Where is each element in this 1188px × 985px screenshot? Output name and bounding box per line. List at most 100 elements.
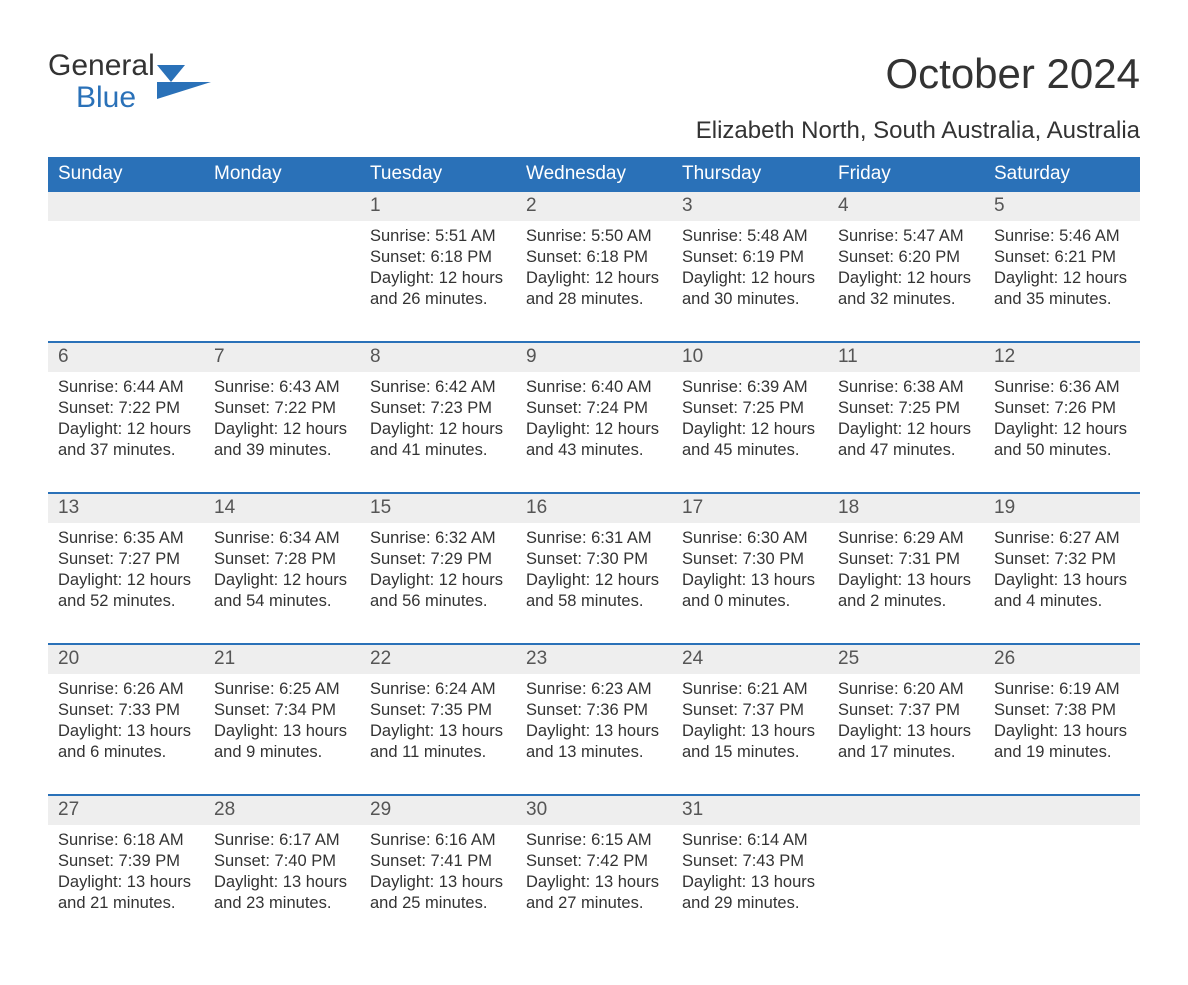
sunrise-value: 6:14 AM	[747, 831, 808, 849]
day-cell: Sunrise: 6:42 AMSunset: 7:23 PMDaylight:…	[360, 372, 516, 492]
daylight-value: 12 hours and 54 minutes.	[214, 571, 347, 610]
daylight-line: Daylight: 12 hours and 56 minutes.	[370, 570, 506, 612]
sunrise-value: 5:47 AM	[903, 227, 964, 245]
location-subtitle: Elizabeth North, South Australia, Austra…	[48, 117, 1140, 145]
day-cell: Sunrise: 5:51 AMSunset: 6:18 PMDaylight:…	[360, 221, 516, 341]
sunset-value: 7:30 PM	[587, 550, 648, 568]
sunset-line: Sunset: 7:22 PM	[58, 398, 194, 419]
sunrise-value: 6:34 AM	[279, 529, 340, 547]
day-cell	[204, 221, 360, 341]
daylight-value: 13 hours and 17 minutes.	[838, 722, 971, 761]
sunrise-value: 6:32 AM	[435, 529, 496, 547]
daylight-value: 13 hours and 19 minutes.	[994, 722, 1127, 761]
sunrise-value: 6:26 AM	[123, 680, 184, 698]
sunrise-value: 6:23 AM	[591, 680, 652, 698]
day-number: 5	[984, 192, 1140, 221]
daylight-value: 12 hours and 58 minutes.	[526, 571, 659, 610]
daybody-row: Sunrise: 6:18 AMSunset: 7:39 PMDaylight:…	[48, 825, 1140, 945]
sunrise-line: Sunrise: 6:35 AM	[58, 528, 194, 549]
day-number: 21	[204, 645, 360, 674]
sunrise-value: 6:20 AM	[903, 680, 964, 698]
day-cell: Sunrise: 6:32 AMSunset: 7:29 PMDaylight:…	[360, 523, 516, 643]
daylight-line: Daylight: 13 hours and 17 minutes.	[838, 721, 974, 763]
dayname-cell: Wednesday	[516, 157, 672, 192]
sunrise-line: Sunrise: 6:43 AM	[214, 377, 350, 398]
sunset-value: 7:35 PM	[431, 701, 492, 719]
daynum-row: 20212223242526	[48, 645, 1140, 674]
sunrise-value: 6:35 AM	[123, 529, 184, 547]
brand-line1: General	[48, 49, 155, 82]
daylight-value: 12 hours and 28 minutes.	[526, 269, 659, 308]
brand-line2: Blue	[76, 81, 136, 114]
daylight-line: Daylight: 13 hours and 4 minutes.	[994, 570, 1130, 612]
day-number: 18	[828, 494, 984, 523]
daylight-value: 12 hours and 43 minutes.	[526, 420, 659, 459]
calendar-header-row: SundayMondayTuesdayWednesdayThursdayFrid…	[48, 157, 1140, 192]
daylight-line: Daylight: 12 hours and 39 minutes.	[214, 419, 350, 461]
sunrise-line: Sunrise: 6:38 AM	[838, 377, 974, 398]
sunset-line: Sunset: 6:20 PM	[838, 247, 974, 268]
day-cell: Sunrise: 6:27 AMSunset: 7:32 PMDaylight:…	[984, 523, 1140, 643]
day-number: 25	[828, 645, 984, 674]
sunset-value: 7:36 PM	[587, 701, 648, 719]
sunrise-line: Sunrise: 6:40 AM	[526, 377, 662, 398]
sunrise-value: 6:36 AM	[1059, 378, 1120, 396]
daylight-line: Daylight: 12 hours and 50 minutes.	[994, 419, 1130, 461]
daybody-row: Sunrise: 6:44 AMSunset: 7:22 PM Daylight:…	[48, 372, 1140, 492]
day-cell: Sunrise: 6:44 AMSunset: 7:22 PMDaylight:…	[48, 372, 204, 492]
sunset-line: Sunset: 7:28 PM	[214, 549, 350, 570]
day-number: 6	[48, 343, 204, 372]
daylight-value: 12 hours and 39 minutes.	[214, 420, 347, 459]
sunset-value: 6:19 PM	[743, 248, 804, 266]
daylight-value: 12 hours and 35 minutes.	[994, 269, 1127, 308]
daylight-line: Daylight: 12 hours and 47 minutes.	[838, 419, 974, 461]
sunrise-value: 5:51 AM	[435, 227, 496, 245]
day-number: 13	[48, 494, 204, 523]
sunset-line: Sunset: 7:40 PM	[214, 851, 350, 872]
day-number	[204, 192, 360, 221]
sunset-line: Sunset: 7:38 PM	[994, 700, 1130, 721]
day-cell: Sunrise: 6:25 AMSunset: 7:34 PMDaylight:…	[204, 674, 360, 794]
sunset-value: 7:32 PM	[1055, 550, 1116, 568]
daylight-value: 13 hours and 9 minutes.	[214, 722, 347, 761]
calendar-body: 12345Sunrise: 5:51 AMSunset: 6:18 PMDayl…	[48, 192, 1140, 945]
calendar: SundayMondayTuesdayWednesdayThursdayFrid…	[48, 157, 1140, 945]
daylight-line: Daylight: 12 hours and 30 minutes.	[682, 268, 818, 310]
sunrise-line: Sunrise: 6:44 AM	[58, 377, 194, 398]
sunrise-line: Sunrise: 6:29 AM	[838, 528, 974, 549]
day-cell: Sunrise: 6:38 AMSunset: 7:25 PMDaylight:…	[828, 372, 984, 492]
sunset-value: 7:42 PM	[587, 852, 648, 870]
header-row: General Blue October 2024	[48, 50, 1140, 113]
sunrise-line: Sunrise: 6:21 AM	[682, 679, 818, 700]
day-number: 1	[360, 192, 516, 221]
daylight-value: 12 hours and 56 minutes.	[370, 571, 503, 610]
sunrise-line: Sunrise: 6:26 AM	[58, 679, 194, 700]
sunrise-line: Sunrise: 6:42 AM	[370, 377, 506, 398]
day-cell: Sunrise: 6:15 AMSunset: 7:42 PMDaylight:…	[516, 825, 672, 945]
sunrise-value: 6:18 AM	[123, 831, 184, 849]
daylight-value: 13 hours and 23 minutes.	[214, 873, 347, 912]
day-number: 31	[672, 796, 828, 825]
sunset-line: Sunset: 6:18 PM	[370, 247, 506, 268]
sunrise-line: Sunrise: 6:24 AM	[370, 679, 506, 700]
day-number: 19	[984, 494, 1140, 523]
sunset-value: 7:22 PM	[119, 399, 180, 417]
day-cell: Sunrise: 6:31 AMSunset: 7:30 PMDaylight:…	[516, 523, 672, 643]
day-number: 7	[204, 343, 360, 372]
daybody-row: Sunrise: 5:51 AMSunset: 6:18 PMDaylight:…	[48, 221, 1140, 341]
sunrise-value: 6:24 AM	[435, 680, 496, 698]
calendar-week: 13141516171819Sunrise: 6:35 AMSunset: 7:…	[48, 492, 1140, 643]
daylight-line: Daylight: 12 hours and 32 minutes.	[838, 268, 974, 310]
sunset-value: 6:18 PM	[431, 248, 492, 266]
daylight-line: Daylight: 13 hours and 23 minutes.	[214, 872, 350, 914]
dayname-cell: Tuesday	[360, 157, 516, 192]
sunset-line: Sunset: 6:21 PM	[994, 247, 1130, 268]
day-number: 4	[828, 192, 984, 221]
sunset-line: Sunset: 7:25 PM	[838, 398, 974, 419]
day-number	[828, 796, 984, 825]
daylight-value: 13 hours and 25 minutes.	[370, 873, 503, 912]
daylight-line: Daylight: 12 hours and 45 minutes.	[682, 419, 818, 461]
sunset-value: 7:41 PM	[431, 852, 492, 870]
day-cell: Sunrise: 5:47 AMSunset: 6:20 PMDaylight:…	[828, 221, 984, 341]
daylight-line: Daylight: 12 hours and 28 minutes.	[526, 268, 662, 310]
